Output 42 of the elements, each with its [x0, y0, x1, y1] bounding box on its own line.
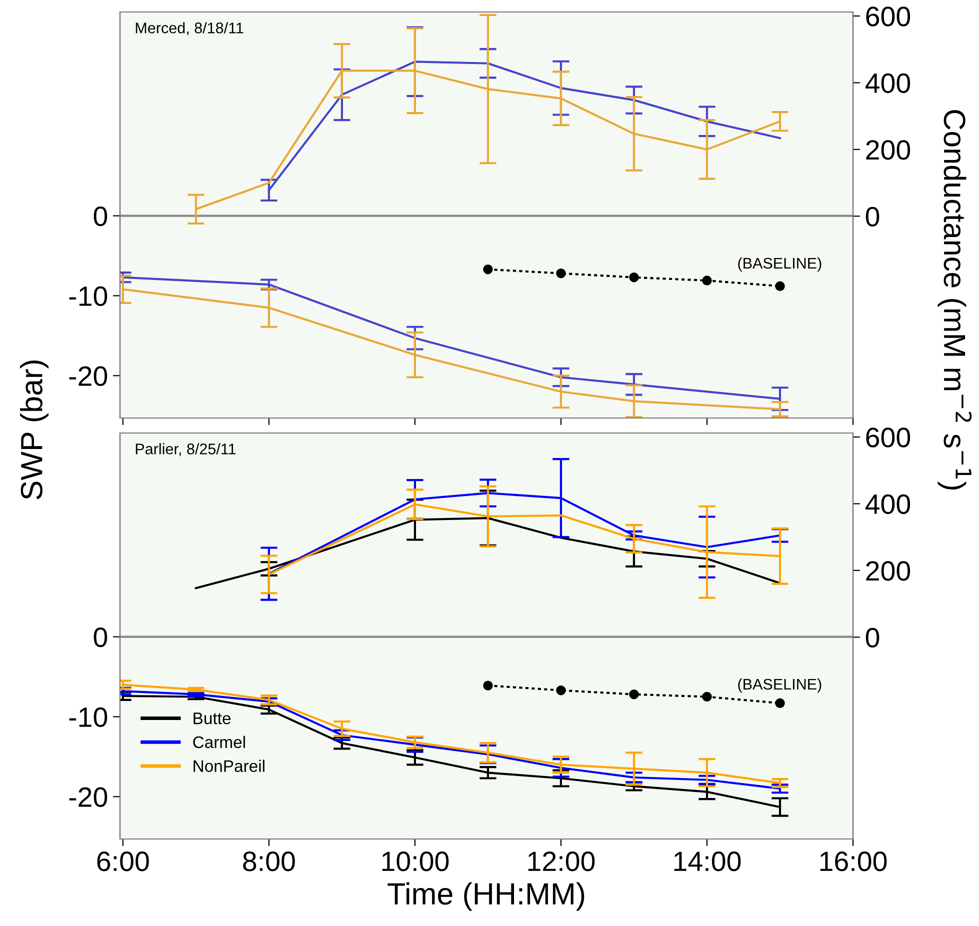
point — [629, 689, 639, 700]
x-tick-label: 12:00 — [528, 852, 595, 872]
x-tick-label: 10:00 — [382, 852, 449, 872]
point — [702, 276, 712, 286]
annotation: (BASELINE) — [738, 678, 822, 693]
y-tick-label: -20 — [69, 787, 108, 807]
y-axis-title: SWP (bar) — [20, 360, 48, 500]
point — [702, 692, 712, 702]
y-tick-label: -20 — [69, 366, 108, 386]
point — [483, 680, 493, 690]
x-tick-label: 16:00 — [820, 852, 887, 872]
point — [556, 268, 566, 278]
y2-tick-label: 200 — [866, 561, 910, 581]
y-tick-label: -10 — [69, 286, 108, 306]
y2-tick-label: 0 — [866, 206, 880, 227]
annotation: (BASELINE) — [738, 257, 822, 272]
legend-label: Carmel — [193, 736, 245, 748]
x-tick-label: 8:00 — [243, 852, 295, 872]
point — [775, 281, 785, 291]
y2-tick-label: 0 — [866, 628, 880, 648]
legend-label: NonPareil — [194, 760, 264, 772]
point — [556, 685, 566, 696]
y2-tick-label: 600 — [866, 428, 910, 448]
y-tick-label: 0 — [94, 627, 108, 648]
line-series — [194, 517, 782, 590]
text: Parlier, 8/25/11 — [136, 443, 236, 456]
point — [483, 264, 493, 274]
y2-tick-label: 600 — [866, 6, 910, 26]
y2-tick-label: 400 — [865, 494, 910, 514]
y-tick-label: -10 — [69, 707, 108, 728]
line-series — [122, 276, 782, 400]
x-tick-label: 6:00 — [97, 852, 149, 872]
y-tick-label: 0 — [94, 206, 108, 226]
legend-label: Butte — [194, 712, 231, 724]
x-tick-label: 14:00 — [674, 852, 741, 872]
x-axis-title: Time (HH:MM) — [388, 882, 584, 911]
y2-axis-title: Conductance (mM m$^{−2}$ s$^{−1}$) — [938, 110, 972, 490]
text: Merced, 8/18/11 — [136, 22, 244, 36]
point — [629, 272, 639, 282]
y2-tick-label: 200 — [866, 140, 910, 160]
point — [775, 698, 785, 708]
y2-tick-label: 400 — [865, 73, 910, 94]
